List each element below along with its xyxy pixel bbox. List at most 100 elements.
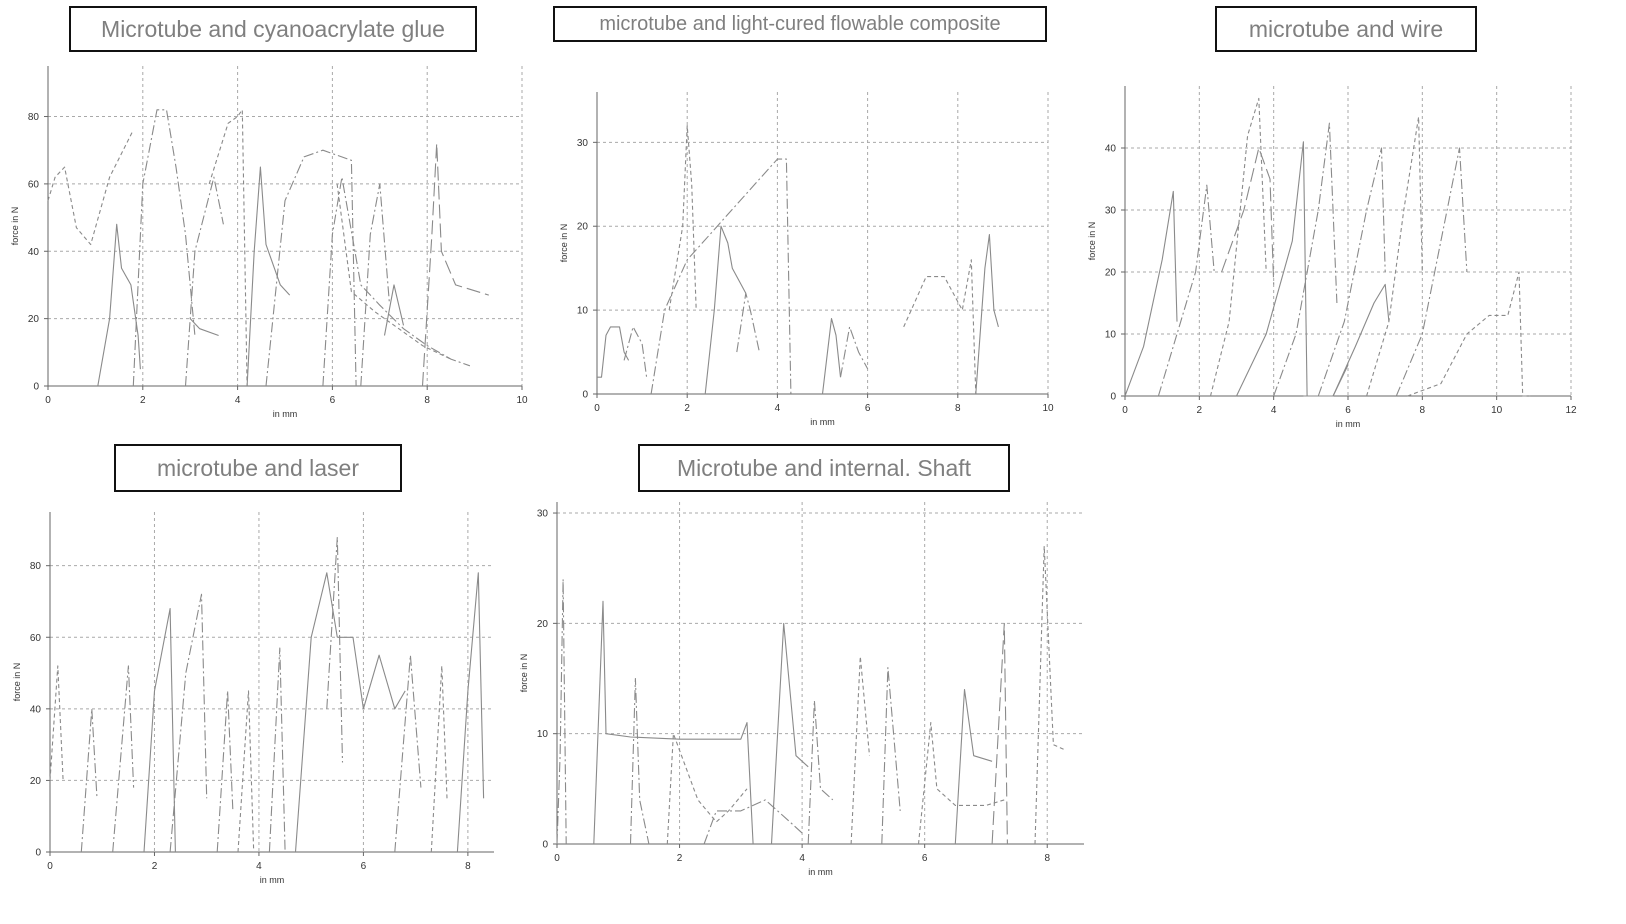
series-line-1 xyxy=(597,326,630,378)
series-line-6 xyxy=(1273,122,1338,397)
x-tick-label: 6 xyxy=(922,853,928,864)
chart-2-svg: 0 2 4 6 8 10 0 10 20 30 in mm force in N xyxy=(559,92,1054,427)
series-line-7 xyxy=(246,166,291,387)
x-tick-label: 10 xyxy=(1042,403,1054,414)
series-line-11 xyxy=(954,688,993,845)
y-tick-label: 20 xyxy=(1105,268,1117,279)
chart-title: microtube and wire xyxy=(1215,6,1477,52)
y-tick-label: 60 xyxy=(30,633,42,644)
x-tick-label: 8 xyxy=(424,395,430,406)
series-line-2 xyxy=(97,223,141,387)
x-tick-label: 4 xyxy=(775,403,781,414)
series-line-12 xyxy=(383,284,405,336)
chart-panel-1: Microtube and cyanoacrylate glue 0 2 4 6 8 10… xyxy=(0,0,540,440)
series-line-1 xyxy=(49,665,64,781)
series-line-3 xyxy=(629,677,650,845)
series-line-3 xyxy=(668,125,697,311)
y-axis-label: force in N xyxy=(559,224,569,263)
series-line-1 xyxy=(556,578,567,845)
y-tick-label: 10 xyxy=(577,306,589,317)
y-axis-label: force in N xyxy=(519,654,529,693)
y-tick-label: 30 xyxy=(1105,206,1117,217)
x-tick-label: 2 xyxy=(140,395,146,406)
y-tick-label: 80 xyxy=(30,561,42,572)
series-line-11 xyxy=(1395,147,1468,397)
series-line-7 xyxy=(821,317,842,395)
x-tick-label: 2 xyxy=(677,853,683,864)
x-tick-label: 4 xyxy=(235,395,241,406)
x-tick-label: 0 xyxy=(594,403,600,414)
series-line-8 xyxy=(850,655,871,845)
series-line-12 xyxy=(991,622,1008,845)
series-line-2 xyxy=(1157,184,1215,397)
series-line-10 xyxy=(1366,116,1423,397)
series-line-11 xyxy=(337,636,406,710)
y-tick-label: 0 xyxy=(1110,392,1116,403)
series-line-5 xyxy=(703,799,803,845)
series-line-10 xyxy=(917,722,1005,845)
y-axis-label: force in N xyxy=(1087,222,1097,261)
x-tick-label: 0 xyxy=(1122,405,1128,416)
x-tick-label: 10 xyxy=(1491,405,1503,416)
series-line-4 xyxy=(650,158,792,395)
chart-panel-2: microtube and light-cured flowable compo… xyxy=(540,0,1080,440)
x-axis-label: in mm xyxy=(260,875,285,885)
x-axis-label: in mm xyxy=(810,417,835,427)
x-tick-label: 4 xyxy=(1271,405,1277,416)
y-tick-label: 40 xyxy=(30,704,42,715)
x-tick-label: 6 xyxy=(1345,405,1351,416)
y-axis-label: force in N xyxy=(12,663,22,702)
series-line-9 xyxy=(1332,283,1390,397)
y-tick-label: 0 xyxy=(542,840,548,851)
x-tick-label: 6 xyxy=(330,395,336,406)
series-line-2 xyxy=(80,708,98,853)
x-tick-label: 4 xyxy=(799,853,805,864)
series-line-5 xyxy=(704,225,747,395)
series-line-10 xyxy=(975,234,999,395)
x-tick-label: 6 xyxy=(865,403,871,414)
chart-1-svg: 0 2 4 6 8 10 0 20 40 60 80 in mm force in N xyxy=(10,66,528,419)
x-tick-label: 12 xyxy=(1565,405,1577,416)
x-tick-label: 4 xyxy=(256,861,262,872)
series-line-4 xyxy=(143,608,176,853)
y-tick-label: 80 xyxy=(28,112,40,123)
series-line-5 xyxy=(1236,141,1308,397)
chart-panel-5: Microtube and internal. Shaft 0 2 4 6 8 0 10 20… xyxy=(510,440,1100,924)
series-line-6 xyxy=(770,622,809,845)
chart-panel-3: microtube and wire 0 2 4 6 8 10 12 0 10 20 30 40 in … xyxy=(1080,0,1626,440)
y-tick-label: 20 xyxy=(30,776,42,787)
series-line-8 xyxy=(1317,147,1386,397)
series-line-5 xyxy=(189,318,219,337)
series-line-11 xyxy=(360,183,390,387)
x-tick-label: 0 xyxy=(554,853,560,864)
chart-3-svg: 0 2 4 6 8 10 12 0 10 20 30 40 in mm force in N xyxy=(1087,86,1577,429)
chart-title: Microtube and cyanoacrylate glue xyxy=(69,6,477,52)
chart-5-svg: 0 2 4 6 8 0 10 20 30 in mm force in N xyxy=(519,502,1084,877)
series-line-13 xyxy=(1034,545,1066,845)
y-tick-label: 30 xyxy=(577,138,589,149)
x-axis-label: in mm xyxy=(273,409,298,419)
x-tick-label: 2 xyxy=(684,403,690,414)
x-axis-label: in mm xyxy=(808,867,833,877)
series-line-9 xyxy=(294,572,338,853)
series-line-13 xyxy=(430,665,448,853)
series-line-10 xyxy=(326,536,344,763)
chart-title: Microtube and internal. Shaft xyxy=(638,444,1010,492)
series-line-6 xyxy=(736,292,760,353)
y-tick-label: 40 xyxy=(28,247,40,258)
series-line-1 xyxy=(47,129,134,246)
series-line-7 xyxy=(237,690,255,853)
series-line-6 xyxy=(216,690,234,853)
chart-panel-4: microtube and laser 0 2 4 6 8 0 20 40 60 80 in mm f… xyxy=(0,440,510,924)
x-tick-label: 8 xyxy=(955,403,961,414)
x-axis-label: in mm xyxy=(1336,419,1361,429)
x-tick-label: 10 xyxy=(516,395,528,406)
y-tick-label: 20 xyxy=(537,619,549,630)
x-tick-label: 2 xyxy=(152,861,158,872)
series-line-8 xyxy=(265,149,357,387)
series-line-6 xyxy=(208,109,248,387)
series-line-4 xyxy=(184,176,224,387)
series-line-4 xyxy=(1221,147,1275,285)
x-tick-label: 8 xyxy=(465,861,471,872)
series-line-9 xyxy=(903,259,977,395)
